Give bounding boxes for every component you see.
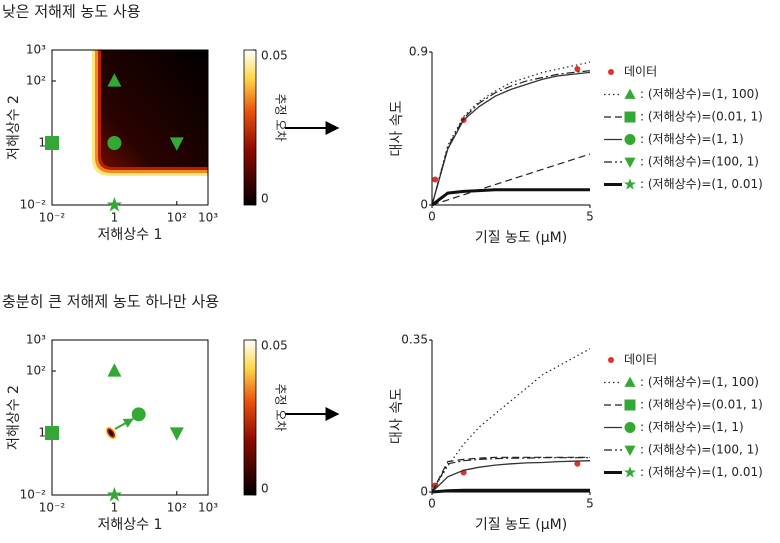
colorbar-label: 추정 오차 (274, 384, 288, 432)
series-line (431, 460, 591, 493)
x-tick-label: 5 (586, 497, 594, 511)
marker (106, 486, 123, 502)
x-tick-label: 0 (428, 497, 436, 511)
heat-spot (105, 418, 134, 440)
plot-frame (51, 339, 209, 496)
marker (624, 445, 636, 457)
legend-label: : (저해상수)=(0.01, 1) (640, 110, 763, 124)
y-tick-label: 10² (26, 364, 46, 378)
y-tick-label: 0 (420, 485, 428, 499)
legend-label: : (저해상수)=(100, 1) (640, 443, 759, 457)
x-tick-label: 10² (167, 211, 187, 225)
series-line (431, 153, 591, 206)
legend-label: : (저해상수)=(0.01, 1) (640, 398, 763, 412)
x-tick-label: 10³ (198, 211, 218, 225)
colorbar (243, 49, 257, 206)
legend-label: : (저해상수)=(1, 1) (640, 420, 744, 434)
marker (131, 407, 146, 422)
series-line (431, 70, 591, 206)
x-tick-label: 10⁻² (39, 501, 66, 515)
y-axis-label: 대사 속도 (389, 100, 405, 156)
data-point (574, 66, 581, 72)
series-line (431, 457, 590, 493)
y-tick-label: 0.9 (409, 45, 428, 59)
colorbar-tick-label: 0.05 (261, 339, 288, 353)
marker (45, 426, 59, 440)
marker (169, 137, 184, 151)
legend-swatch (608, 69, 614, 75)
marker (624, 466, 636, 478)
series-line (431, 348, 591, 493)
x-axis-label: 저해상수 1 (98, 517, 163, 533)
series-line (431, 71, 591, 206)
colorbar-tick-label: 0 (261, 192, 269, 206)
series-line (431, 61, 591, 206)
heat-field (92, 50, 208, 176)
marker (107, 363, 122, 377)
y-tick-label: 1 (38, 426, 46, 440)
series-line (431, 188, 590, 207)
colorbar-label: 추정 오차 (274, 94, 288, 142)
x-tick-label: 1 (111, 211, 119, 225)
x-tick-label: 5 (586, 210, 594, 224)
x-axis-label: 기질 농도 (μM) (475, 517, 567, 533)
legend-label: : (저해상수)=(1, 1) (640, 132, 744, 146)
y-tick-label: 1 (38, 136, 46, 150)
legend-label: 데이터 (624, 353, 657, 367)
y-tick-label: 10³ (26, 333, 46, 347)
y-tick-label: 0 (420, 198, 428, 212)
series-line (431, 488, 590, 494)
marker (45, 136, 59, 150)
colorbar-tick-label: 0.05 (261, 49, 288, 63)
marker (624, 422, 636, 433)
y-tick-label: 0.35 (401, 333, 428, 347)
panel-title: 충분히 큰 저해제 농도 하나만 사용 (2, 293, 219, 311)
x-axis-label: 저해상수 1 (98, 227, 163, 243)
y-axis-label: 저해상수 2 (6, 95, 22, 160)
legend-label: : (저해상수)=(1, 100) (640, 87, 759, 101)
y-tick-label: 10³ (26, 43, 46, 57)
colorbar (243, 339, 257, 496)
x-tick-label: 1 (111, 501, 119, 515)
colorbar-tick-label: 0 (261, 482, 269, 496)
marker (624, 376, 636, 387)
marker (624, 134, 636, 145)
x-tick-label: 0 (428, 210, 436, 224)
legend-label: : (저해상수)=(1, 0.01) (640, 177, 763, 191)
x-axis-label: 기질 농도 (μM) (475, 230, 567, 246)
data-point (432, 176, 439, 183)
legend-label: 데이터 (624, 65, 657, 79)
x-tick-label: 10² (167, 501, 187, 515)
plot-frame (51, 49, 209, 206)
y-axis-label: 대사 속도 (389, 388, 405, 444)
x-tick-label: 10⁻² (39, 211, 66, 225)
marker (106, 196, 123, 212)
y-tick-label: 10⁻² (20, 198, 47, 212)
panel-title: 낮은 저해제 농도 사용 (2, 3, 141, 21)
marker (624, 399, 636, 411)
data-point (574, 460, 581, 467)
marker (624, 178, 636, 190)
marker (107, 73, 122, 87)
legend-swatch (608, 357, 614, 363)
marker (107, 136, 122, 150)
legend-label: : (저해상수)=(100, 1) (640, 155, 759, 169)
marker (624, 88, 636, 99)
y-tick-label: 10² (26, 74, 46, 88)
marker (624, 157, 636, 169)
y-axis-label: 저해상수 2 (6, 385, 22, 450)
x-tick-label: 10³ (198, 501, 218, 515)
legend-label: : (저해상수)=(1, 0.01) (640, 465, 763, 479)
marker (624, 111, 636, 123)
marker (169, 427, 184, 441)
series-line (431, 456, 590, 493)
legend-label: : (저해상수)=(1, 100) (640, 375, 759, 389)
y-tick-label: 10⁻² (20, 488, 47, 502)
